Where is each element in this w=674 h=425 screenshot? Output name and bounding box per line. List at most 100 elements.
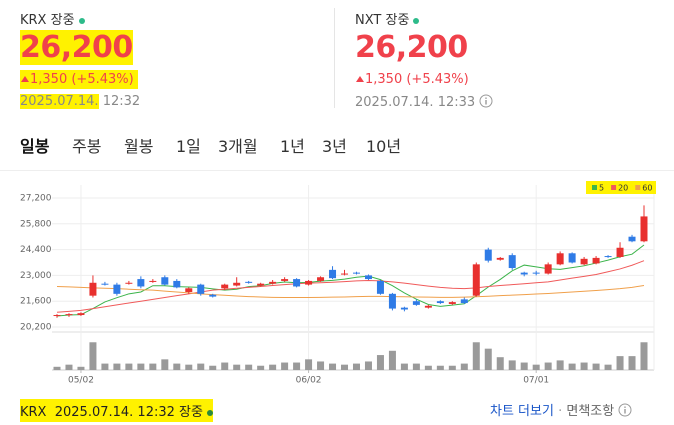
candle-body: [616, 247, 624, 257]
change: 1,350 (+5.43%): [355, 72, 469, 87]
volume-bar: [532, 364, 540, 370]
volume-bar: [281, 362, 289, 370]
market: KRX: [20, 405, 47, 420]
tab[interactable]: 1년: [280, 137, 305, 156]
info-icon[interactable]: [618, 403, 632, 417]
tab[interactable]: 3년: [322, 137, 347, 156]
candle-body: [568, 253, 576, 263]
candle-body: [472, 264, 480, 296]
candle-body: [496, 257, 504, 260]
volume-bar: [161, 359, 169, 370]
candle-body: [209, 294, 217, 297]
x-tick-label: 07/01: [523, 376, 549, 386]
volume-bar: [305, 359, 313, 370]
candle-body: [125, 282, 133, 284]
candle-body: [556, 253, 564, 265]
candle-body: [412, 301, 420, 305]
tab[interactable]: 일봉: [20, 137, 50, 156]
candle-body: [329, 269, 337, 279]
candle-body: [113, 284, 121, 294]
candle-body: [161, 277, 169, 285]
legend-label: 5: [599, 184, 604, 193]
disclaimer-link[interactable]: 면책조항: [566, 404, 615, 419]
change-amount: 1,350: [365, 72, 403, 87]
candle-body: [376, 280, 384, 294]
candle-body: [173, 280, 181, 288]
candle-body: [149, 280, 157, 282]
tab[interactable]: 1일: [176, 137, 201, 156]
volume-bar: [376, 355, 384, 370]
legend-highlight: [586, 181, 656, 194]
footer-info: KRX 2025.07.14. 12:32 장중: [20, 399, 213, 422]
candle-body: [281, 279, 289, 281]
price: 26,200: [20, 30, 133, 65]
status: 장중: [50, 13, 75, 28]
volume-bar: [364, 361, 372, 370]
volume-bar: [388, 350, 396, 370]
volume-bar: [137, 363, 145, 370]
candle-body: [580, 258, 588, 265]
volume-bar: [460, 363, 468, 370]
candle-body: [233, 282, 241, 286]
market: KRX: [20, 13, 47, 28]
x-tick-label: 06/02: [296, 376, 322, 386]
volume-bar: [209, 365, 217, 370]
tab[interactable]: 3개월: [218, 137, 258, 156]
legend-swatch: [635, 185, 641, 190]
volume-bar: [329, 363, 337, 370]
candle-body: [269, 281, 277, 284]
y-tick-label: 27,200: [20, 194, 52, 204]
legend-swatch: [611, 185, 617, 190]
change: 1,350 (+5.43%): [20, 70, 138, 89]
info-icon[interactable]: [479, 94, 493, 108]
y-tick-label: 20,200: [20, 323, 52, 333]
candle-body: [197, 284, 205, 294]
volume-bar: [580, 362, 588, 370]
volume-bar: [496, 357, 504, 370]
volume-bar: [221, 362, 229, 370]
volume-bar: [113, 363, 121, 370]
volume-bar: [640, 342, 648, 370]
change-pct: (+5.43%): [406, 72, 469, 87]
volume-bar: [53, 366, 61, 370]
y-tick-label: 24,400: [20, 245, 52, 255]
candle-body: [77, 313, 85, 316]
candle-body: [257, 283, 265, 286]
status: 장중: [385, 13, 410, 28]
candle-body: [532, 272, 540, 274]
candle-body: [592, 257, 600, 264]
candle-body: [341, 273, 349, 275]
market-label: KRX 장중: [20, 9, 85, 28]
candle-body: [352, 272, 360, 274]
candle-body: [484, 249, 492, 261]
volume-bar: [245, 364, 253, 370]
candle-body: [388, 293, 396, 309]
tab[interactable]: 월봉: [124, 137, 154, 156]
volume-bar: [520, 362, 528, 370]
volume-bar: [604, 364, 612, 370]
chart-more-link[interactable]: 차트 더보기: [490, 404, 554, 419]
candle-body: [317, 277, 325, 281]
time: 12:33: [437, 95, 476, 110]
candle-body: [508, 255, 516, 269]
candle-body: [628, 236, 636, 242]
ma-line: [56, 285, 645, 299]
candle-body: [65, 314, 73, 316]
x-tick-label: 05/02: [68, 376, 94, 386]
candle-body: [448, 302, 456, 304]
market-label: NXT 장중: [355, 9, 420, 28]
candle-body: [604, 256, 612, 258]
candle-body: [424, 305, 432, 308]
volume-bar: [592, 363, 600, 370]
tab[interactable]: 10년: [366, 137, 402, 156]
volume-bar: [293, 362, 301, 370]
y-tick-label: 23,000: [20, 271, 52, 281]
volume-bar: [424, 365, 432, 370]
volume-bar: [568, 363, 576, 370]
legend-swatch: [592, 185, 597, 190]
timestamp: 2025.07.14. 12:33: [355, 94, 493, 110]
candle-body: [400, 307, 408, 310]
date: 2025.07.14.: [355, 95, 434, 110]
tab[interactable]: 주봉: [72, 137, 102, 156]
time: 12:32: [102, 94, 141, 109]
